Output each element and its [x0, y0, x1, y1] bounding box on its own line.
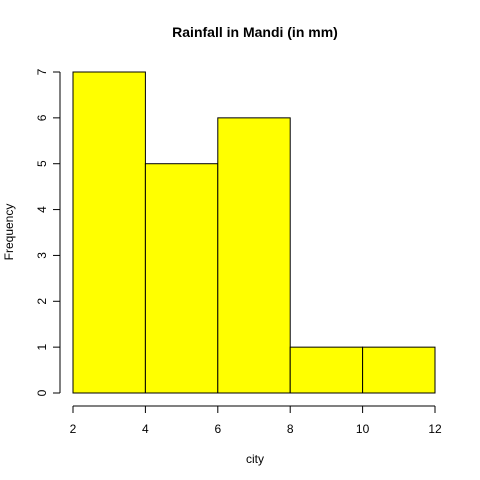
bar-4-6 — [144, 163, 219, 394]
bar-6-8 — [217, 117, 291, 394]
x-tick-label: 2 — [70, 422, 77, 436]
y-tick-label: 0 — [35, 389, 49, 396]
bar-2-4 — [72, 71, 146, 394]
y-tick-label: 1 — [35, 343, 49, 350]
x-axis: 2 4 6 8 10 12 — [70, 405, 442, 436]
x-tick-label: 4 — [142, 422, 149, 436]
bar-8-10 — [289, 346, 364, 394]
y-tick-label: 4 — [35, 206, 49, 213]
x-tick-label: 12 — [428, 422, 442, 436]
y-tick-label: 2 — [35, 298, 49, 305]
bar-10-12 — [362, 346, 436, 394]
x-axis-label: city — [246, 452, 264, 466]
chart-title: Rainfall in Mandi (in mm) — [172, 24, 338, 40]
y-tick-label: 5 — [35, 160, 49, 167]
x-tick-label: 8 — [287, 422, 294, 436]
bars-group — [72, 71, 436, 394]
x-tick-label: 10 — [356, 422, 370, 436]
y-tick-label: 3 — [35, 252, 49, 259]
y-axis-label: Frequency — [2, 204, 16, 261]
x-tick-label: 6 — [214, 422, 221, 436]
y-tick-label: 7 — [35, 68, 49, 75]
y-tick-label: 6 — [35, 114, 49, 121]
y-axis: 0 1 2 3 4 5 6 7 — [35, 68, 61, 396]
